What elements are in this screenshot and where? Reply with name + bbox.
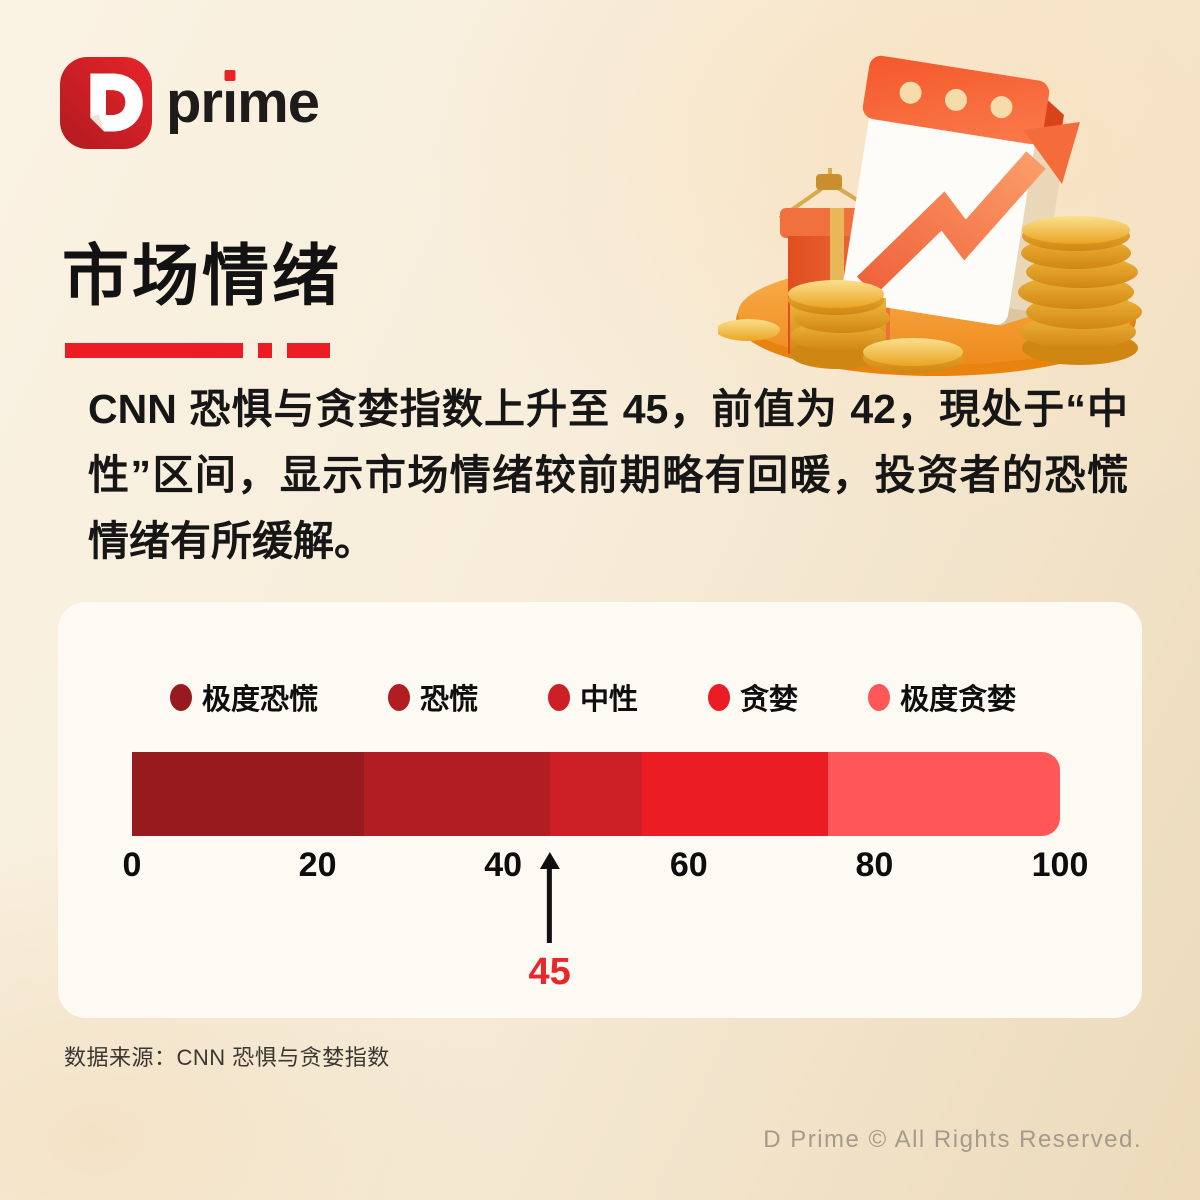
legend-label: 极度贪婪	[900, 684, 1017, 716]
chart-card: 极度恐慌 恐慌 中性 贪婪 极度贪婪 0 20 40 60 80 100 45	[58, 602, 1142, 1018]
chart-legend: 极度恐慌 恐慌 中性 贪婪 极度贪婪	[170, 676, 1016, 718]
axis-tick-label: 20	[298, 846, 337, 884]
axis-tick-label: 60	[669, 846, 708, 884]
wordmark-me: me	[237, 70, 320, 135]
legend-item: 极度恐慌	[170, 676, 318, 718]
brand-d-icon	[60, 57, 152, 149]
divider-bar-long	[65, 343, 243, 358]
title-divider	[65, 343, 330, 358]
axis-tick-label: 0	[122, 846, 142, 884]
copyright: D Prime © All Rights Reserved.	[763, 1126, 1142, 1153]
legend-label: 贪婪	[740, 684, 799, 716]
brand-wordmark: pr ı me	[166, 57, 320, 149]
coin-stack-right-icon	[1018, 216, 1142, 365]
axis-ticks: 0 20 40 60 80 100	[123, 846, 1089, 884]
axis-tick-label: 80	[855, 846, 894, 884]
wordmark-pr: pr	[166, 70, 223, 135]
legend-item: 贪婪	[708, 676, 798, 718]
gauge-segment	[132, 752, 364, 836]
axis-tick-label: 40	[484, 846, 523, 884]
legend-dot-icon	[868, 683, 891, 711]
legend-label: 极度恐慌	[202, 684, 319, 716]
legend-label: 恐慌	[420, 684, 479, 716]
hero-illustration	[718, 55, 1142, 376]
brand-logo: pr ı me	[60, 57, 320, 149]
axis-tick-label: 100	[1031, 846, 1089, 884]
legend-dot-icon	[708, 683, 731, 711]
growth-arrow-icon	[856, 122, 1080, 296]
legend-label: 中性	[580, 684, 639, 716]
i-dot-icon	[224, 70, 236, 81]
legend-dot-icon	[170, 683, 192, 711]
summary-paragraph: CNN 恐惧与贪婪指数上升至 45，前值为 42，現处于“中性”区间，显示市场情…	[88, 386, 1128, 564]
legend-dot-icon	[388, 683, 411, 711]
data-source: 数据来源：CNN 恐惧与贪婪指数	[64, 1045, 390, 1070]
legend-item: 恐慌	[388, 676, 478, 718]
coin-stack-left-icon	[718, 280, 963, 373]
wordmark-i: ı	[222, 70, 238, 135]
divider-bar-dot	[258, 343, 272, 358]
legend-item: 极度贪婪	[868, 676, 1016, 718]
gauge-segment	[364, 752, 550, 836]
divider-bar-short	[287, 343, 330, 358]
gauge-segment	[827, 752, 1060, 836]
gauge-segment	[642, 752, 828, 836]
page-title: 市场情绪	[62, 239, 342, 314]
marker-value-label: 45	[528, 951, 571, 993]
gauge-segment	[549, 752, 643, 836]
legend-dot-icon	[548, 683, 571, 711]
sentiment-gauge-bar	[132, 752, 1060, 836]
legend-item: 中性	[548, 676, 638, 718]
